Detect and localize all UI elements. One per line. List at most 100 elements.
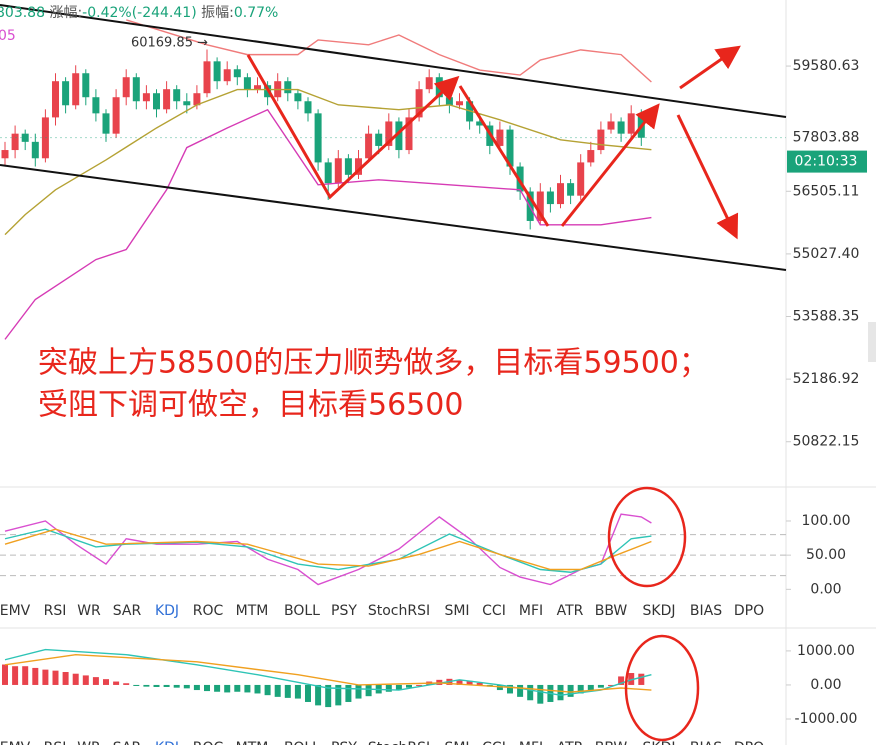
indicator-tab[interactable]: StochRSI: [368, 740, 430, 745]
indicator-tab[interactable]: SAR: [113, 740, 142, 745]
candle-body: [365, 133, 373, 159]
histogram-bar: [123, 683, 130, 685]
candle-body: [456, 101, 463, 106]
candle-body: [284, 81, 292, 94]
histogram-bar: [133, 684, 140, 686]
indicator-tab[interactable]: CCI: [482, 603, 506, 619]
candle-body: [102, 113, 110, 134]
histogram-bar: [325, 684, 332, 708]
histogram-bar: [638, 673, 645, 685]
side-handle[interactable]: [868, 322, 876, 362]
histogram-bar: [608, 684, 614, 686]
indicator-tab[interactable]: BBW: [595, 603, 628, 619]
indicator-tab[interactable]: MFI: [519, 603, 543, 619]
indicator-tab[interactable]: ATR: [557, 603, 584, 619]
candle-body: [122, 77, 130, 98]
indicator-tab[interactable]: SMI: [444, 603, 469, 619]
arrows: [246, 45, 741, 240]
y-tick-label: 52186.92: [793, 371, 860, 387]
indicator-tab[interactable]: WR: [77, 740, 101, 745]
indicator-tab[interactable]: ROC: [193, 740, 224, 745]
candle-body: [21, 133, 29, 142]
subheader: 05: [0, 28, 16, 44]
histogram-bar: [2, 664, 8, 685]
histogram-bar: [597, 684, 604, 688]
histogram-bar: [294, 684, 301, 699]
indicator-tab[interactable]: SKDJ: [643, 603, 676, 619]
candle-body: [445, 97, 453, 106]
histogram-bar: [416, 684, 423, 686]
indicator-tab[interactable]: BOLL: [284, 740, 320, 745]
y-tick-label: 53588.35: [793, 309, 860, 325]
candle-body: [213, 61, 221, 82]
indicator-tab[interactable]: StochRSI: [368, 603, 430, 619]
candle-body: [536, 191, 544, 221]
indicator-tab[interactable]: KDJ: [155, 740, 179, 745]
candle-body: [355, 158, 362, 175]
candle-body: [132, 77, 140, 102]
candle-body: [163, 89, 171, 110]
y-tick-label: 50822.15: [793, 434, 860, 450]
candle-body: [344, 158, 352, 175]
indicator-tab[interactable]: MTM: [236, 740, 269, 745]
arrow: [246, 54, 460, 200]
indicator-tab[interactable]: ROC: [193, 603, 224, 619]
y-tick-label: 56505.11: [793, 183, 860, 199]
countdown: 02:10:33: [795, 154, 858, 170]
indicator-tab[interactable]: MTM: [236, 603, 269, 619]
histogram-bar: [628, 673, 635, 685]
candle-body: [92, 97, 100, 114]
indicator-tab[interactable]: BIAS: [690, 603, 722, 619]
histogram-bar: [557, 684, 564, 701]
arrow: [676, 114, 739, 240]
histogram-bar: [567, 684, 574, 697]
candle-body: [567, 183, 575, 196]
candle-body: [52, 81, 59, 118]
indicator-tab[interactable]: EMV: [0, 740, 31, 745]
indicator-tab[interactable]: DPO: [734, 603, 764, 619]
indicator-tab[interactable]: MFI: [519, 740, 543, 745]
arrow: [679, 45, 741, 90]
histogram-bar: [507, 684, 513, 694]
indicator-tab[interactable]: RSI: [44, 740, 67, 745]
highlight-circle: [624, 634, 700, 742]
indicator-tab[interactable]: PSY: [331, 603, 357, 619]
y-tick-label: 1000.00: [797, 643, 855, 659]
y-tick-label: -1000.00: [795, 711, 858, 727]
histogram-bar: [113, 681, 120, 685]
indicator-line: [4, 653, 652, 693]
histogram-bar: [42, 669, 49, 685]
arrow: [560, 103, 660, 227]
candle-body: [375, 133, 383, 146]
indicator-tab[interactable]: WR: [77, 603, 101, 619]
histogram-bar: [517, 684, 524, 697]
histogram-bar: [264, 684, 271, 696]
indicator-tab[interactable]: SAR: [113, 603, 142, 619]
candle-body: [233, 69, 241, 78]
candle-body: [607, 121, 615, 130]
indicator-tab[interactable]: RSI: [44, 603, 67, 619]
histogram-bar: [173, 684, 180, 688]
indicator-tab[interactable]: BBW: [595, 740, 628, 745]
indicator-tab[interactable]: CCI: [482, 740, 506, 745]
indicator-tab[interactable]: DPO: [734, 740, 764, 745]
indicator-tab[interactable]: PSY: [331, 740, 357, 745]
y-tick-label: 0.00: [810, 581, 841, 597]
indicator-tab[interactable]: SMI: [444, 740, 469, 745]
histogram-bar: [577, 684, 584, 694]
histogram-bar: [52, 670, 59, 685]
amplitude: 0.77%: [234, 5, 278, 21]
candle-body: [1, 150, 9, 159]
histogram-bar: [527, 684, 534, 701]
indicator-tab[interactable]: BOLL: [284, 603, 320, 619]
indicator-tab[interactable]: KDJ: [155, 603, 179, 619]
indicator-tab[interactable]: EMV: [0, 603, 31, 619]
candle-body: [476, 121, 484, 126]
candle-body: [193, 93, 201, 106]
indicator-tab[interactable]: BIAS: [690, 740, 722, 745]
indicator-tab[interactable]: SKDJ: [643, 740, 676, 745]
histogram-bar: [395, 684, 402, 691]
indicator-tab[interactable]: ATR: [557, 740, 584, 745]
candle-body: [314, 113, 322, 163]
